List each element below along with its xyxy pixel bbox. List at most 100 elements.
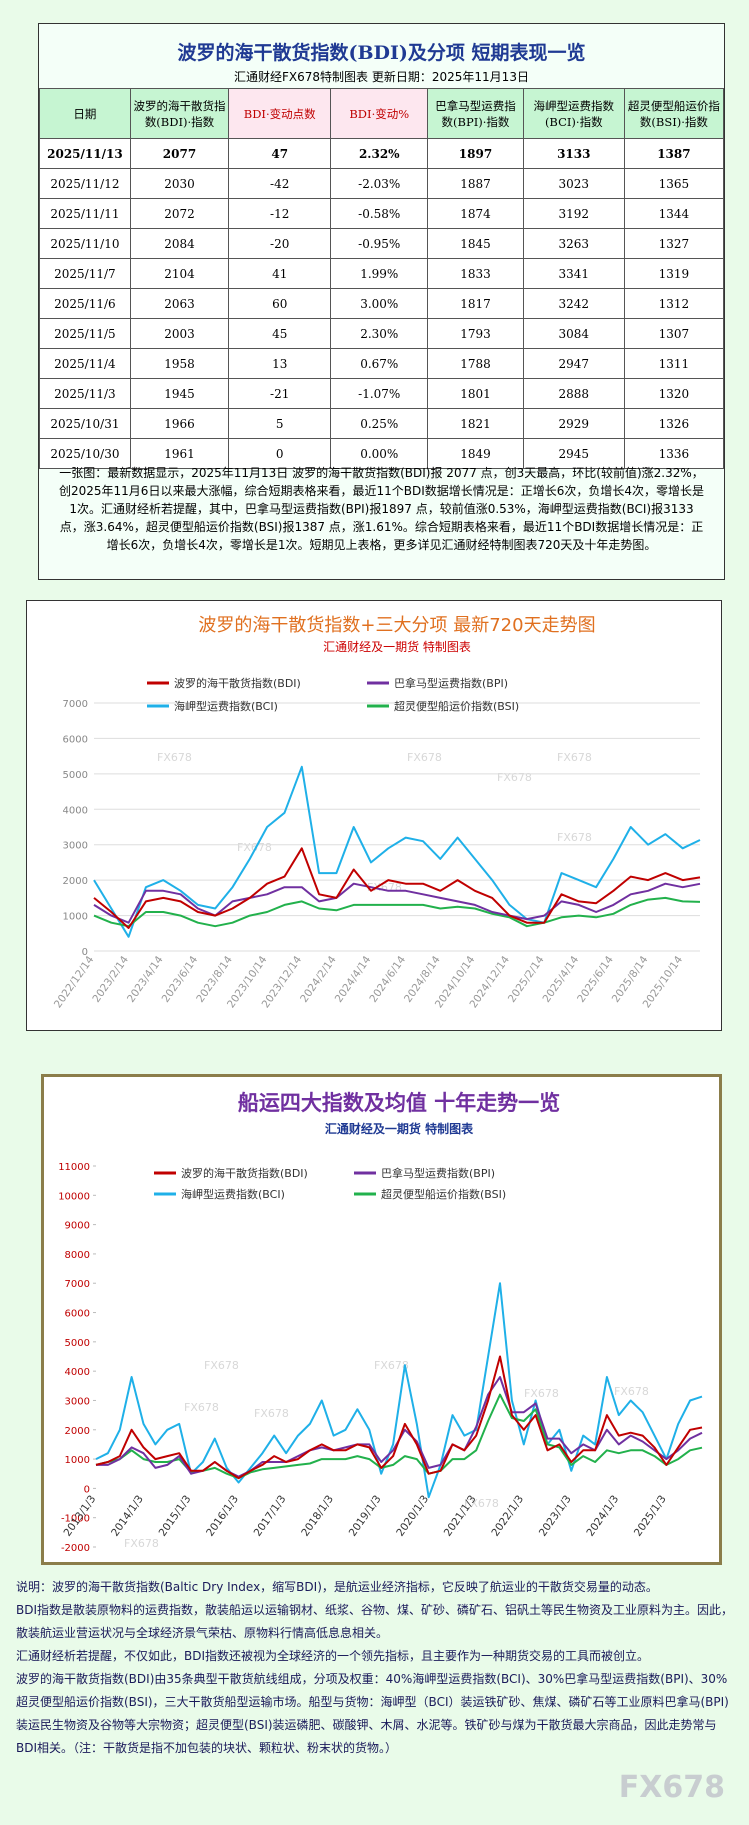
series-line — [93, 765, 701, 938]
table-cell: 13 — [228, 348, 332, 379]
watermark: FX678 — [254, 1407, 289, 1420]
y-tick-label: 3000 — [63, 841, 88, 852]
table-section: 波罗的海干散货指数(BDI)及分项 短期表现一览 汇通财经FX678特制图表 更… — [38, 23, 725, 580]
table-cell: 2929 — [522, 408, 625, 439]
table-cell: 2025/11/12 — [39, 168, 131, 199]
table-row: 2025/11/7 2104 41 1.99% 1833 3341 1319 — [39, 258, 725, 289]
y-tick-label: 2000 — [63, 876, 88, 887]
table-cell: 2.30% — [330, 318, 429, 349]
table-cell: 1845 — [427, 228, 524, 259]
legend-label: 巴拿马型运费指数(BPI) — [394, 676, 508, 690]
note: 汇通财经析若提醒，不仅如此，BDI指数还被视为全球经济的一个领先指标，且主要作为… — [16, 1649, 650, 1663]
y-tick-label: 4000 — [63, 805, 88, 816]
table-row: 2025/11/12 2030 -42 -2.03% 1887 3023 1365 — [39, 168, 725, 199]
series-line — [93, 847, 701, 929]
legend-label: 波罗的海干散货指数(BDI) — [174, 676, 301, 690]
table-subtitle: 汇通财经FX678特制图表 更新日期：2025年11月13日 — [234, 70, 529, 84]
y-tick-label: 7000 — [65, 1279, 90, 1290]
note: BDI指数是散装原物料的运费指数，散装船运以运输钢材、纸浆、谷物、煤、矿砂、磷矿… — [16, 1603, 734, 1640]
table-cell: 3084 — [522, 318, 625, 349]
table-row: 2025/11/3 1945 -21 -1.07% 1801 2888 1320 — [39, 378, 725, 409]
table-cell: 47 — [228, 138, 332, 169]
x-tick-label: 2021/1/3 — [442, 1493, 479, 1539]
watermark: FX678 — [374, 1359, 409, 1372]
x-tick-label: 2016/1/3 — [204, 1493, 241, 1539]
table-cell: 1793 — [427, 318, 524, 349]
table-cell: 3.00% — [330, 288, 429, 319]
note: 说明：波罗的海干散货指数(Baltic Dry Index，缩写BDI)，是航运… — [16, 1580, 658, 1594]
y-tick-label: -1000 — [61, 1514, 90, 1525]
table-cell: 1336 — [623, 438, 725, 469]
y-tick-label: 1000 — [65, 1455, 90, 1466]
table-cell: 2025/11/3 — [39, 378, 131, 409]
table-cell: 1887 — [427, 168, 524, 199]
x-tick-label: 2020/1/3 — [394, 1493, 431, 1539]
y-tick-label: 5000 — [63, 770, 88, 781]
table-title: 波罗的海干散货指数(BDI)及分项 短期表现一览 — [177, 42, 586, 64]
table-row: 2025/11/13 2077 47 2.32% 1897 3133 1387 — [39, 138, 725, 169]
y-tick-label: 0 — [82, 947, 88, 958]
table-cell: 2025/11/10 — [39, 228, 131, 259]
table-row: 2025/10/30 1961 0 0.00% 1849 2945 1336 — [39, 438, 725, 469]
table-cell: 1327 — [623, 228, 725, 259]
legend-label: 超灵便型船运价指数(BSI) — [394, 699, 519, 713]
table-cell: 2003 — [129, 318, 230, 349]
table-cell: 1966 — [129, 408, 230, 439]
table-cell: 1801 — [427, 378, 524, 409]
legend-label: 海岬型运费指数(BCI) — [174, 699, 278, 713]
y-tick-label: 4000 — [65, 1367, 90, 1378]
table-cell: 3242 — [522, 288, 625, 319]
table-cell: 1945 — [129, 378, 230, 409]
x-tick-label: 2024/1/3 — [584, 1493, 621, 1539]
table-cell: 2063 — [129, 288, 230, 319]
legend-label: 波罗的海干散货指数(BDI) — [181, 1166, 308, 1180]
watermark: FX678 — [618, 1770, 725, 1805]
table-cell: 1344 — [623, 198, 725, 229]
table-cell: 1312 — [623, 288, 725, 319]
table-cell: 60 — [228, 288, 332, 319]
watermark: FX678 — [204, 1359, 239, 1372]
series-line — [93, 896, 701, 928]
x-tick-label: 2015/1/3 — [157, 1493, 194, 1539]
table-cell: 2945 — [522, 438, 625, 469]
table-cell: 0.25% — [330, 408, 429, 439]
table-cell: 3192 — [522, 198, 625, 229]
table-cell: 2025/11/6 — [39, 288, 131, 319]
table-cell: 1958 — [129, 348, 230, 379]
table-cell: 1319 — [623, 258, 725, 289]
table-cell: 1874 — [427, 198, 524, 229]
legend-label: 海岬型运费指数(BCI) — [181, 1187, 285, 1201]
watermark: FX678 — [157, 751, 192, 764]
table-cell: 2072 — [129, 198, 230, 229]
table-cell: 2025/11/7 — [39, 258, 131, 289]
watermark: FX678 — [557, 831, 592, 844]
watermark: FX678 — [497, 771, 532, 784]
watermark: FX678 — [464, 1497, 499, 1510]
table-cell: 3133 — [522, 138, 625, 169]
notes: 说明：波罗的海干散货指数(Baltic Dry Index，缩写BDI)，是航运… — [16, 1576, 736, 1760]
table-cell: 1311 — [623, 348, 725, 379]
column-header: BDI·变动点数 — [228, 88, 332, 139]
table-cell: 5 — [228, 408, 332, 439]
table-row: 2025/11/4 1958 13 0.67% 1788 2947 1311 — [39, 348, 725, 379]
table-cell: 3341 — [522, 258, 625, 289]
table-cell: 45 — [228, 318, 332, 349]
data-table: 日期 波罗的海干散货指数(BDI)·指数 BDI·变动点数 BDI·变动% 巴拿马型运费… — [39, 88, 725, 469]
column-header: BDI·变动% — [330, 88, 429, 139]
table-cell: 2025/11/11 — [39, 198, 131, 229]
table-row: 2025/11/6 2063 60 3.00% 1817 3242 1312 — [39, 288, 725, 319]
table-cell: -0.95% — [330, 228, 429, 259]
table-cell: 2025/11/13 — [39, 138, 131, 169]
table-cell: 0.00% — [330, 438, 429, 469]
legend-label: 超灵便型船运价指数(BSI) — [381, 1187, 506, 1201]
table-cell: 2888 — [522, 378, 625, 409]
x-tick-label: 2023/1/3 — [537, 1493, 574, 1539]
table-cell: 2025/11/4 — [39, 348, 131, 379]
table-cell: 1387 — [623, 138, 725, 169]
table-cell: 2084 — [129, 228, 230, 259]
table-cell: -12 — [228, 198, 332, 229]
column-header: 波罗的海干散货指数(BDI)·指数 — [129, 88, 230, 139]
